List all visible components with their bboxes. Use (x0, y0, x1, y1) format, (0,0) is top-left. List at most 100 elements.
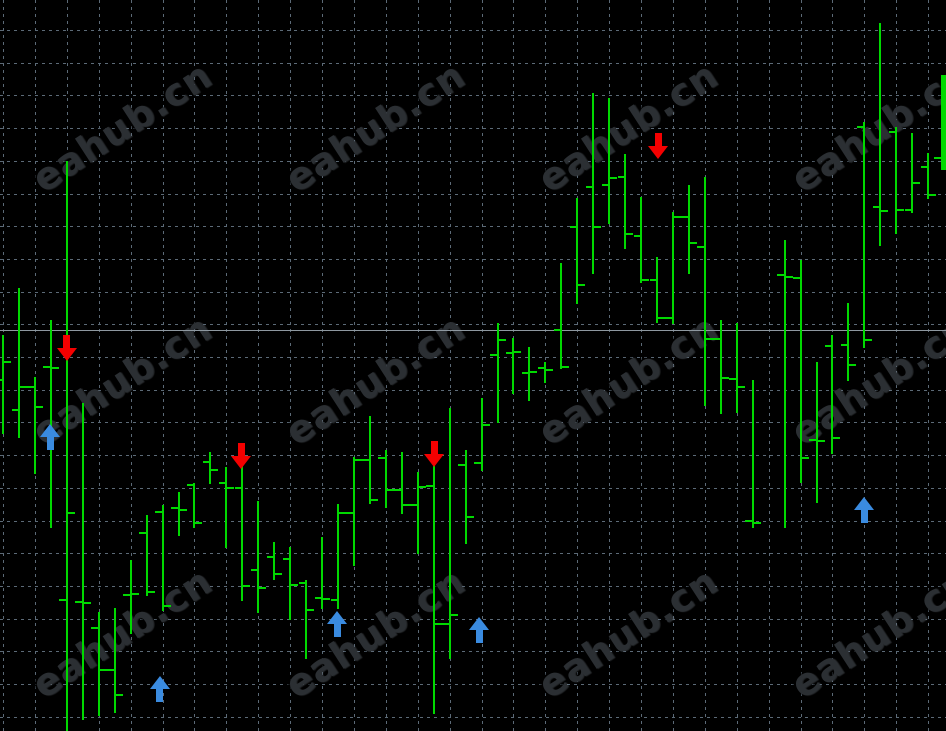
buy-arrow-icon (469, 617, 489, 643)
ohlc-open-tick (442, 623, 450, 625)
gridline-vertical (896, 0, 898, 731)
ohlc-close-tick (785, 276, 793, 278)
ohlc-open-tick (553, 329, 561, 331)
gridline-vertical (417, 0, 419, 731)
gridline-vertical (353, 0, 355, 731)
gridline-horizontal (0, 487, 946, 489)
ohlc-bar (576, 198, 579, 304)
ohlc-open-tick (202, 461, 210, 463)
ohlc-bar (544, 362, 547, 383)
ohlc-open-tick (155, 511, 162, 513)
ohlc-close-tick (195, 522, 203, 524)
ohlc-bar (97, 612, 100, 716)
ohlc-open-tick (218, 482, 226, 484)
ohlc-open-tick (11, 409, 19, 411)
gridline-horizontal (0, 258, 946, 260)
ohlc-bar (416, 472, 419, 554)
ohlc-close-tick (897, 209, 905, 211)
ohlc-open-tick (298, 582, 306, 584)
ohlc-bar (464, 450, 467, 544)
gridline-vertical (641, 0, 642, 731)
ohlc-bar (289, 547, 292, 620)
ohlc-close-tick (801, 457, 809, 459)
ohlc-open-tick (601, 184, 609, 186)
gridline-horizontal (0, 455, 946, 457)
gridline-horizontal (0, 160, 946, 162)
arrow-head (40, 424, 60, 437)
gridline-horizontal (0, 324, 946, 326)
ohlc-close-tick (546, 369, 554, 371)
ohlc-bar (273, 542, 276, 580)
ohlc-bar (783, 240, 786, 528)
ohlc-bar (815, 362, 818, 503)
ohlc-open-tick (171, 507, 178, 509)
ohlc-close-tick (753, 522, 761, 524)
ohlc-close-tick (849, 364, 857, 366)
ohlc-bar (161, 505, 164, 611)
sell-arrow-icon (648, 133, 668, 159)
ohlc-open-tick (330, 599, 338, 601)
ohlc-close-tick (35, 406, 43, 408)
ohlc-close-tick (291, 584, 299, 586)
ohlc-open-tick (920, 166, 928, 168)
ohlc-close-tick (817, 440, 825, 442)
ohlc-bar (257, 501, 260, 613)
ohlc-bar (799, 260, 802, 483)
ohlc-open-tick (75, 601, 83, 603)
ohlc-open-tick (378, 457, 386, 459)
ohlc-open-tick (617, 176, 625, 178)
ohlc-open-tick (888, 131, 896, 133)
gridline-horizontal (0, 128, 946, 130)
buy-arrow-icon (327, 611, 347, 637)
ohlc-bar (65, 161, 68, 731)
ohlc-bar (18, 288, 20, 438)
gridline-horizontal (0, 193, 946, 195)
ohlc-open-tick (824, 345, 832, 347)
gridline-horizontal (0, 422, 946, 424)
ohlc-bar (879, 23, 882, 246)
ohlc-bar (656, 257, 658, 323)
ohlc-open-tick (186, 484, 194, 486)
ohlc-open-tick (505, 352, 513, 354)
ohlc-bar (33, 377, 36, 474)
ohlc-bar (81, 403, 84, 720)
ohlc-close-tick (929, 194, 937, 196)
ohlc-open-tick (458, 464, 466, 466)
ohlc-open-tick (713, 338, 721, 340)
ohlc-close-tick (705, 338, 713, 340)
ohlc-bar (512, 338, 515, 394)
ohlc-open-tick (777, 274, 785, 276)
gridline-vertical (162, 0, 164, 731)
gridline-horizontal (0, 226, 946, 228)
ohlc-close-tick (642, 279, 649, 281)
ohlc-bar (384, 450, 387, 508)
ohlc-bar (368, 416, 371, 504)
ohlc-close-tick (833, 437, 841, 439)
arrow-stem (63, 335, 70, 348)
arrow-stem (654, 133, 662, 146)
ohlc-close-tick (402, 504, 410, 506)
ohlc-close-tick (339, 512, 346, 514)
ohlc-close-tick (482, 424, 490, 426)
ohlc-close-tick (658, 317, 665, 319)
arrow-stem (475, 630, 483, 643)
ohlc-open-tick (362, 459, 370, 461)
ohlc-open-tick (649, 279, 657, 281)
ohlc-bar (400, 452, 403, 514)
ohlc-close-tick (67, 512, 75, 514)
gridline-vertical (864, 0, 866, 731)
ohlc-close-tick (418, 486, 426, 488)
gridline-vertical (194, 0, 196, 731)
ohlc-close-tick (370, 499, 378, 501)
ohlc-bar (225, 467, 228, 548)
gridline-vertical (226, 0, 228, 731)
ohlc-open-tick (856, 126, 864, 128)
ohlc-close-tick (227, 487, 235, 489)
ohlc-open-tick (123, 594, 131, 596)
ohlc-open-tick (250, 569, 258, 571)
sell-arrow-icon (56, 335, 77, 361)
ohlc-open-tick (234, 487, 242, 489)
ohlc-close-tick (131, 593, 139, 595)
